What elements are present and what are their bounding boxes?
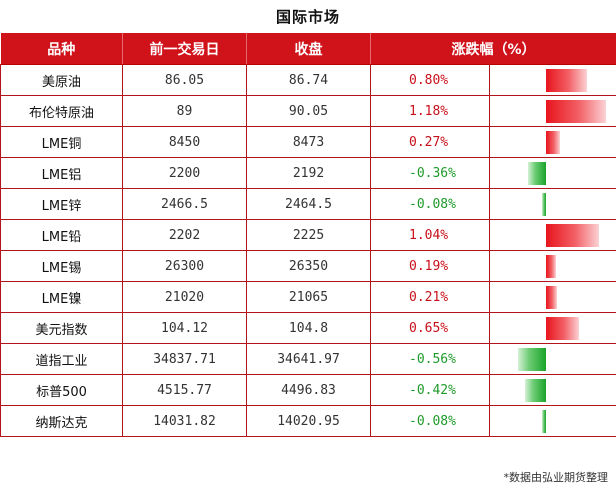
row-change-pct: 0.21% xyxy=(370,281,490,313)
row-close: 2192 xyxy=(246,157,371,189)
change-bar xyxy=(546,255,556,278)
table-body: 美原油 86.05 86.74 0.80% 布伦特原油 89 90.05 1.18% LME铜 8… xyxy=(0,64,616,437)
change-bar xyxy=(546,69,587,92)
table-row: LME锡 26300 26350 0.19% xyxy=(0,250,616,282)
row-change-pct: 1.04% xyxy=(370,219,490,251)
change-bar xyxy=(546,317,579,340)
row-prev-close: 14031.82 xyxy=(122,405,247,437)
row-change-bar-cell xyxy=(489,250,616,282)
table-header: 品种 前一交易日 收盘 涨跌幅（%） xyxy=(0,33,616,65)
row-name: 标普500 xyxy=(0,374,123,406)
row-change-pct: 0.80% xyxy=(370,64,490,96)
source-note: *数据由弘业期货整理 xyxy=(503,471,609,484)
change-bar xyxy=(542,193,546,216)
row-prev-close: 104.12 xyxy=(122,312,247,344)
row-prev-close: 8450 xyxy=(122,126,247,158)
table-row: 美原油 86.05 86.74 0.80% xyxy=(0,64,616,96)
row-prev-close: 26300 xyxy=(122,250,247,282)
row-prev-close: 4515.77 xyxy=(122,374,247,406)
row-change-pct: -0.42% xyxy=(370,374,490,406)
row-change-bar-cell xyxy=(489,188,616,220)
table-row: LME铝 2200 2192 -0.36% xyxy=(0,157,616,189)
row-close: 21065 xyxy=(246,281,371,313)
row-prev-close: 2202 xyxy=(122,219,247,251)
row-change-bar-cell xyxy=(489,374,616,406)
row-close: 2225 xyxy=(246,219,371,251)
row-change-bar-cell xyxy=(489,405,616,437)
row-name: 纳斯达克 xyxy=(0,405,123,437)
row-prev-close: 2200 xyxy=(122,157,247,189)
change-bar xyxy=(546,100,606,123)
change-bar xyxy=(518,348,546,371)
table-row: LME锌 2466.5 2464.5 -0.08% xyxy=(0,188,616,220)
table-row: 布伦特原油 89 90.05 1.18% xyxy=(0,95,616,127)
row-prev-close: 89 xyxy=(122,95,247,127)
row-close: 8473 xyxy=(246,126,371,158)
row-change-bar-cell xyxy=(489,343,616,375)
row-close: 14020.95 xyxy=(246,405,371,437)
row-change-pct: 1.18% xyxy=(370,95,490,127)
row-close: 90.05 xyxy=(246,95,371,127)
change-bar xyxy=(542,410,546,433)
row-name: LME锌 xyxy=(0,188,123,220)
row-name: LME铜 xyxy=(0,126,123,158)
row-prev-close: 21020 xyxy=(122,281,247,313)
row-close: 4496.83 xyxy=(246,374,371,406)
header-change: 涨跌幅（%） xyxy=(370,33,616,65)
row-name: 布伦特原油 xyxy=(0,95,123,127)
row-name: LME锡 xyxy=(0,250,123,282)
row-name: LME镍 xyxy=(0,281,123,313)
row-change-bar-cell xyxy=(489,312,616,344)
table-row: 纳斯达克 14031.82 14020.95 -0.08% xyxy=(0,405,616,437)
row-change-bar-cell xyxy=(489,157,616,189)
header-name: 品种 xyxy=(0,33,123,65)
row-change-bar-cell xyxy=(489,64,616,96)
change-bar xyxy=(525,379,546,402)
market-table: 品种 前一交易日 收盘 涨跌幅（%） 美原油 86.05 86.74 0.80% 布伦特… xyxy=(0,33,616,437)
row-change-pct: 0.65% xyxy=(370,312,490,344)
page-title: 国际市场 xyxy=(275,8,340,26)
table-row: LME铅 2202 2225 1.04% xyxy=(0,219,616,251)
row-name: LME铝 xyxy=(0,157,123,189)
row-change-pct: -0.56% xyxy=(370,343,490,375)
row-prev-close: 86.05 xyxy=(122,64,247,96)
row-prev-close: 34837.71 xyxy=(122,343,247,375)
row-change-pct: -0.08% xyxy=(370,405,490,437)
row-close: 86.74 xyxy=(246,64,371,96)
row-change-bar-cell xyxy=(489,95,616,127)
row-name: 美元指数 xyxy=(0,312,123,344)
row-change-pct: -0.08% xyxy=(370,188,490,220)
table-row: 美元指数 104.12 104.8 0.65% xyxy=(0,312,616,344)
change-bar xyxy=(546,286,557,309)
row-name: 道指工业 xyxy=(0,343,123,375)
row-change-pct: 0.19% xyxy=(370,250,490,282)
row-prev-close: 2466.5 xyxy=(122,188,247,220)
table-row: LME铜 8450 8473 0.27% xyxy=(0,126,616,158)
row-close: 34641.97 xyxy=(246,343,371,375)
row-name: LME铅 xyxy=(0,219,123,251)
row-close: 26350 xyxy=(246,250,371,282)
row-change-pct: -0.36% xyxy=(370,157,490,189)
row-change-bar-cell xyxy=(489,126,616,158)
row-change-pct: 0.27% xyxy=(370,126,490,158)
table-row: 标普500 4515.77 4496.83 -0.42% xyxy=(0,374,616,406)
table-row: LME镍 21020 21065 0.21% xyxy=(0,281,616,313)
header-close: 收盘 xyxy=(246,33,371,65)
change-bar xyxy=(546,131,560,154)
row-close: 104.8 xyxy=(246,312,371,344)
header-prev-close: 前一交易日 xyxy=(122,33,247,65)
table-row: 道指工业 34837.71 34641.97 -0.56% xyxy=(0,343,616,375)
change-bar xyxy=(546,224,599,247)
row-close: 2464.5 xyxy=(246,188,371,220)
row-name: 美原油 xyxy=(0,64,123,96)
row-change-bar-cell xyxy=(489,281,616,313)
row-change-bar-cell xyxy=(489,219,616,251)
change-bar xyxy=(528,162,546,185)
